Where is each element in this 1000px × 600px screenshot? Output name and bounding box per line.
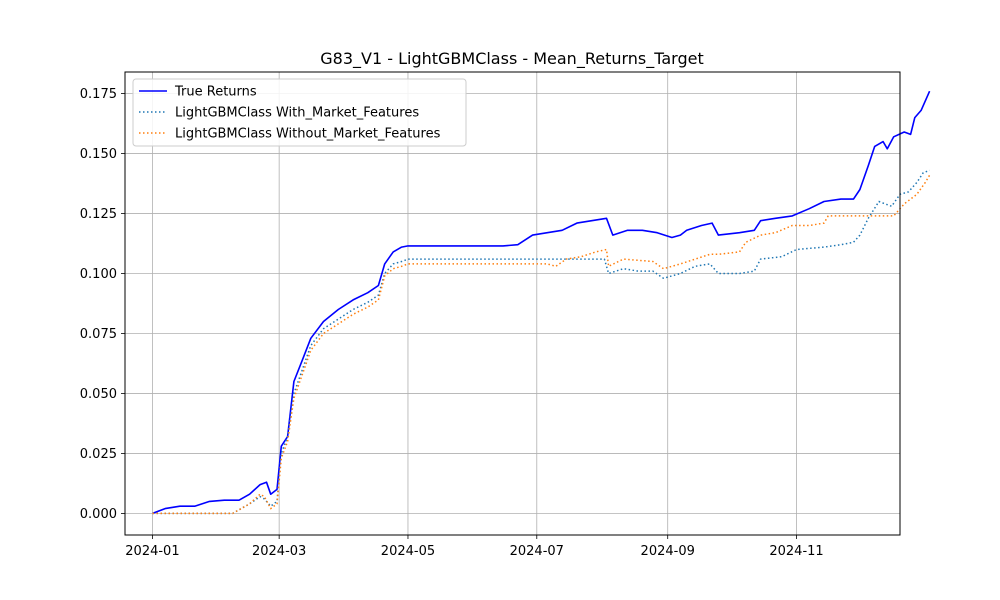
y-tick-label: 0.100 [80, 267, 117, 282]
legend: True Returns LightGBMClass With_Market_Fe… [132, 78, 467, 147]
x-tick-label: 2024-07 [510, 544, 564, 559]
x-tick-label: 2024-11 [769, 544, 823, 559]
legend-label: True Returns [174, 85, 257, 100]
y-tick-label: 0.025 [80, 447, 117, 462]
y-tick-label: 0.125 [80, 207, 117, 222]
y-tick-label: 0.050 [80, 387, 117, 402]
y-axis: 0.000 0.025 0.050 0.075 0.100 0.125 0.150 0.175 [80, 87, 125, 522]
x-tick-label: 2024-01 [125, 544, 179, 559]
legend-label: LightGBMClass Without_Market_Features [175, 127, 441, 142]
grid [125, 72, 900, 535]
series-layer [152, 90, 931, 515]
y-tick-label: 0.150 [80, 147, 117, 162]
y-tick-label: 0.075 [80, 327, 117, 342]
x-tick-label: 2024-03 [252, 544, 306, 559]
plot-frame [124, 71, 901, 536]
legend-label: LightGBMClass With_Market_Features [175, 106, 419, 121]
chart-title: G83_V1 - LightGBMClass - Mean_Returns_Ta… [320, 49, 704, 69]
y-tick-label: 0.175 [80, 87, 117, 102]
x-axis: 2024-01 2024-03 2024-05 2024-07 2024-09 2024-… [125, 535, 824, 559]
series-line-1 [152, 90, 931, 515]
x-tick-label: 2024-09 [641, 544, 695, 559]
x-tick-label: 2024-05 [381, 544, 435, 559]
legend-box [132, 78, 467, 147]
y-tick-label: 0.000 [80, 507, 117, 522]
